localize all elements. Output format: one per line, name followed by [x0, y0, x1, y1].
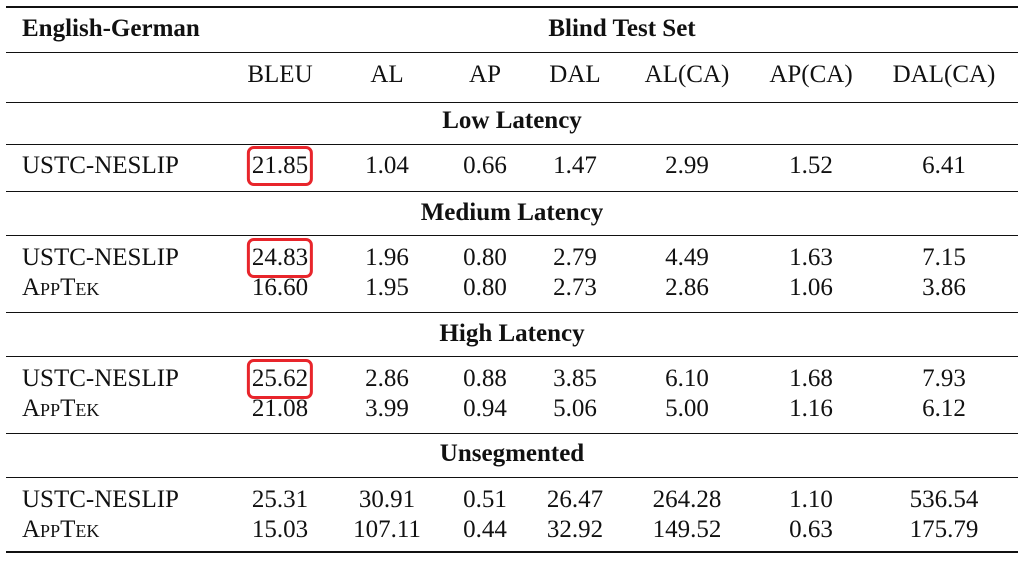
- table-cell: 4.49: [665, 244, 709, 271]
- column-header: AP: [469, 61, 501, 88]
- section-title: High Latency: [439, 320, 585, 347]
- section-title: Medium Latency: [420, 199, 604, 226]
- table-cell: 0.44: [463, 516, 507, 543]
- section-title: Unsegmented: [439, 440, 585, 467]
- column-header: AL(CA): [644, 61, 730, 88]
- section-rule: [6, 312, 1018, 313]
- corner-label: English-German: [22, 15, 200, 42]
- table-cell: 25.31: [251, 486, 309, 513]
- table-cell: 15.03: [251, 516, 309, 543]
- header-rule: [6, 52, 1018, 53]
- highlighted-bleu-cell: 21.85: [246, 146, 314, 186]
- table-cell: 1.63: [789, 244, 833, 271]
- table-cell: 2.79: [553, 244, 597, 271]
- table-cell: 3.85: [553, 365, 597, 392]
- table-cell: 1.04: [365, 152, 409, 179]
- system-name: USTC-NESLIP: [22, 365, 179, 392]
- top-rule: [6, 6, 1018, 8]
- system-name: AppTek: [22, 516, 100, 543]
- table-cell: 6.10: [665, 365, 709, 392]
- section-rule: [6, 235, 1018, 236]
- section-rule: [6, 144, 1018, 145]
- table-cell: 7.93: [922, 365, 966, 392]
- column-header: AP(CA): [769, 61, 853, 88]
- section-rule: [6, 191, 1018, 192]
- table-cell: 0.63: [789, 516, 833, 543]
- table-cell: 2.99: [665, 152, 709, 179]
- system-name: USTC-NESLIP: [22, 244, 179, 271]
- table-cell: 3.99: [365, 395, 409, 422]
- table-cell: 5.06: [553, 395, 597, 422]
- section-rule: [6, 356, 1018, 357]
- system-name: AppTek: [22, 395, 100, 422]
- table-cell: 0.88: [463, 365, 507, 392]
- section-rule: [6, 102, 1018, 103]
- table-cell: 1.16: [789, 395, 833, 422]
- column-header: DAL(CA): [892, 61, 996, 88]
- system-name: AppTek: [22, 274, 100, 301]
- section-rule: [6, 433, 1018, 434]
- table-cell: 0.80: [463, 274, 507, 301]
- table-cell: 149.52: [652, 516, 722, 543]
- table-cell: 0.51: [463, 486, 507, 513]
- table-cell: 3.86: [922, 274, 966, 301]
- table-cell: 1.06: [789, 274, 833, 301]
- table-cell: 16.60: [251, 274, 309, 301]
- section-rule: [6, 477, 1018, 478]
- table-cell: 26.47: [546, 486, 604, 513]
- group-header: Blind Test Set: [548, 15, 696, 42]
- table-cell: 1.96: [365, 244, 409, 271]
- table-cell: 0.94: [463, 395, 507, 422]
- table-cell: 1.95: [365, 274, 409, 301]
- table-cell: 0.66: [463, 152, 507, 179]
- table-cell: 1.47: [553, 152, 597, 179]
- table-cell: 6.12: [922, 395, 966, 422]
- column-header: BLEU: [247, 61, 313, 88]
- table-cell: 264.28: [652, 486, 722, 513]
- table-cell: 1.10: [789, 486, 833, 513]
- table-cell: 107.11: [353, 516, 421, 543]
- table-cell: 1.68: [789, 365, 833, 392]
- table-cell: 7.15: [922, 244, 966, 271]
- table-cell: 2.73: [553, 274, 597, 301]
- table-cell: 32.92: [546, 516, 604, 543]
- bottom-rule: [6, 551, 1018, 553]
- table-cell: 6.41: [922, 152, 966, 179]
- column-header: AL: [370, 61, 404, 88]
- table-cell: 1.52: [789, 152, 833, 179]
- table-cell: 30.91: [358, 486, 416, 513]
- table-cell: 5.00: [665, 395, 709, 422]
- highlighted-bleu-cell: 25.62: [246, 359, 314, 399]
- table-cell: 21.08: [251, 395, 309, 422]
- highlighted-bleu-cell: 24.83: [246, 238, 314, 278]
- system-name: USTC-NESLIP: [22, 486, 179, 513]
- table-cell: 175.79: [909, 516, 979, 543]
- column-header: DAL: [549, 61, 601, 88]
- table-cell: 2.86: [665, 274, 709, 301]
- section-title: Low Latency: [442, 107, 582, 134]
- table-cell: 2.86: [365, 365, 409, 392]
- system-name: USTC-NESLIP: [22, 152, 179, 179]
- table-cell: 0.80: [463, 244, 507, 271]
- table-cell: 536.54: [909, 486, 979, 513]
